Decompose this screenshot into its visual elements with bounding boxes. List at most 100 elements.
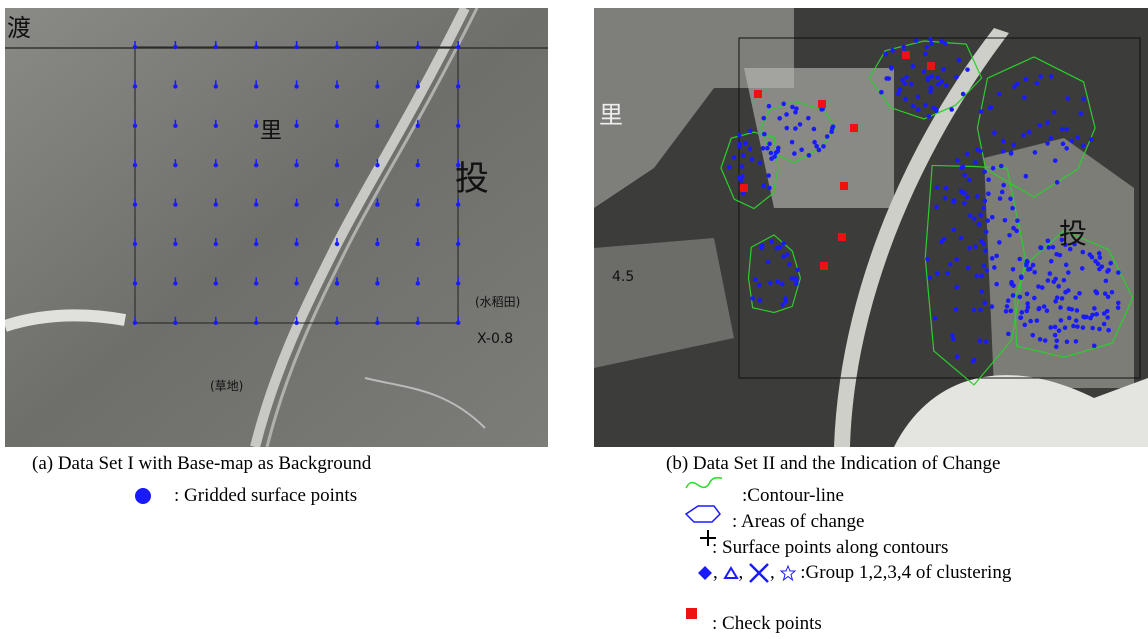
grid-point <box>416 84 420 88</box>
grid-point <box>335 202 339 206</box>
cluster-point <box>748 146 753 151</box>
cluster-point <box>955 285 960 290</box>
grid-point <box>456 242 460 246</box>
cluster-point <box>1055 180 1060 185</box>
cluster-point <box>812 140 817 145</box>
cluster-point <box>1007 233 1012 238</box>
grid-point <box>214 84 218 88</box>
cluster-point <box>750 296 755 301</box>
map-label: 渡 <box>7 14 31 42</box>
cluster-point <box>1020 310 1025 315</box>
grid-point <box>254 84 258 88</box>
cluster-point <box>1064 127 1069 132</box>
grid-point <box>335 242 339 246</box>
grid-point <box>294 163 298 167</box>
cluster-point <box>1110 290 1115 295</box>
cluster-point <box>794 281 799 286</box>
cluster-point <box>1049 74 1054 79</box>
cluster-point <box>909 82 914 87</box>
cluster-point <box>991 166 996 171</box>
map-label: (草地) <box>210 379 243 393</box>
cluster-point <box>914 38 919 43</box>
cluster-point <box>1021 133 1026 138</box>
cluster-point <box>997 240 1002 245</box>
cluster-point <box>1081 325 1086 330</box>
check-point <box>754 90 762 98</box>
cluster-point <box>1080 250 1085 255</box>
cluster-point <box>951 228 956 233</box>
cluster-point <box>978 307 983 312</box>
cluster-point <box>896 91 901 96</box>
cluster-point <box>923 103 928 108</box>
cluster-point <box>926 76 931 81</box>
cluster-point <box>898 87 903 92</box>
grid-point <box>214 202 218 206</box>
cluster-point <box>1106 328 1111 333</box>
cluster-point <box>935 185 940 190</box>
grid-point <box>173 45 177 49</box>
cluster-point <box>928 86 933 91</box>
grid-point <box>335 281 339 285</box>
grid-point <box>335 163 339 167</box>
cluster-point <box>901 44 906 49</box>
cluster-point <box>983 199 988 204</box>
grid-point <box>335 124 339 128</box>
cluster-point <box>1104 279 1109 284</box>
cluster-point <box>766 173 771 178</box>
cluster-point <box>1017 257 1022 262</box>
cluster-point <box>1046 239 1051 244</box>
grid-point <box>294 321 298 325</box>
grid-point <box>375 84 379 88</box>
cluster-point <box>1030 333 1035 338</box>
cluster-point <box>1052 279 1057 284</box>
cluster-point <box>1054 344 1059 349</box>
cluster-point <box>1069 139 1074 144</box>
cluster-point <box>777 116 782 121</box>
cluster-point <box>931 106 936 111</box>
grid-point <box>173 321 177 325</box>
cluster-point <box>983 248 988 253</box>
grid-point <box>456 45 460 49</box>
cluster-point <box>1094 312 1099 317</box>
cluster-point <box>978 213 983 218</box>
cluster-point <box>948 262 953 267</box>
grid-point <box>133 124 137 128</box>
grid-point <box>214 242 218 246</box>
grid-point <box>294 84 298 88</box>
cluster-point <box>825 134 830 139</box>
cluster-point <box>935 75 940 80</box>
cluster-point <box>1046 245 1051 250</box>
map-label: 投 <box>455 159 489 199</box>
cluster-point <box>1011 293 1016 298</box>
cluster-point <box>951 199 956 204</box>
cluster-point <box>1038 337 1043 342</box>
cluster-point <box>1045 308 1050 313</box>
cluster-point <box>1099 264 1104 269</box>
cluster-point <box>1015 218 1020 223</box>
cluster-point <box>1071 324 1076 329</box>
grid-point <box>133 84 137 88</box>
cluster-point <box>1093 259 1098 264</box>
cluster-point <box>1042 304 1047 309</box>
cluster-point <box>981 206 986 211</box>
cross-icon <box>748 562 770 584</box>
cluster-point <box>767 142 772 147</box>
cluster-point <box>743 141 748 146</box>
cluster-point <box>925 45 930 50</box>
cluster-point <box>807 153 812 158</box>
cluster-point <box>955 354 960 359</box>
check-point <box>838 233 846 241</box>
grid-point <box>173 242 177 246</box>
cluster-point <box>904 75 909 80</box>
cluster-point <box>781 254 786 259</box>
grid-point <box>456 124 460 128</box>
cluster-point <box>1057 328 1062 333</box>
cluster-point <box>737 144 742 149</box>
cluster-point <box>916 94 921 99</box>
legend-text: : Areas of change <box>732 511 864 533</box>
grid-point <box>214 281 218 285</box>
cluster-point <box>999 164 1004 169</box>
legend-text: :Contour-line <box>742 485 844 507</box>
cluster-point <box>1046 278 1051 283</box>
cluster-point <box>933 316 938 321</box>
